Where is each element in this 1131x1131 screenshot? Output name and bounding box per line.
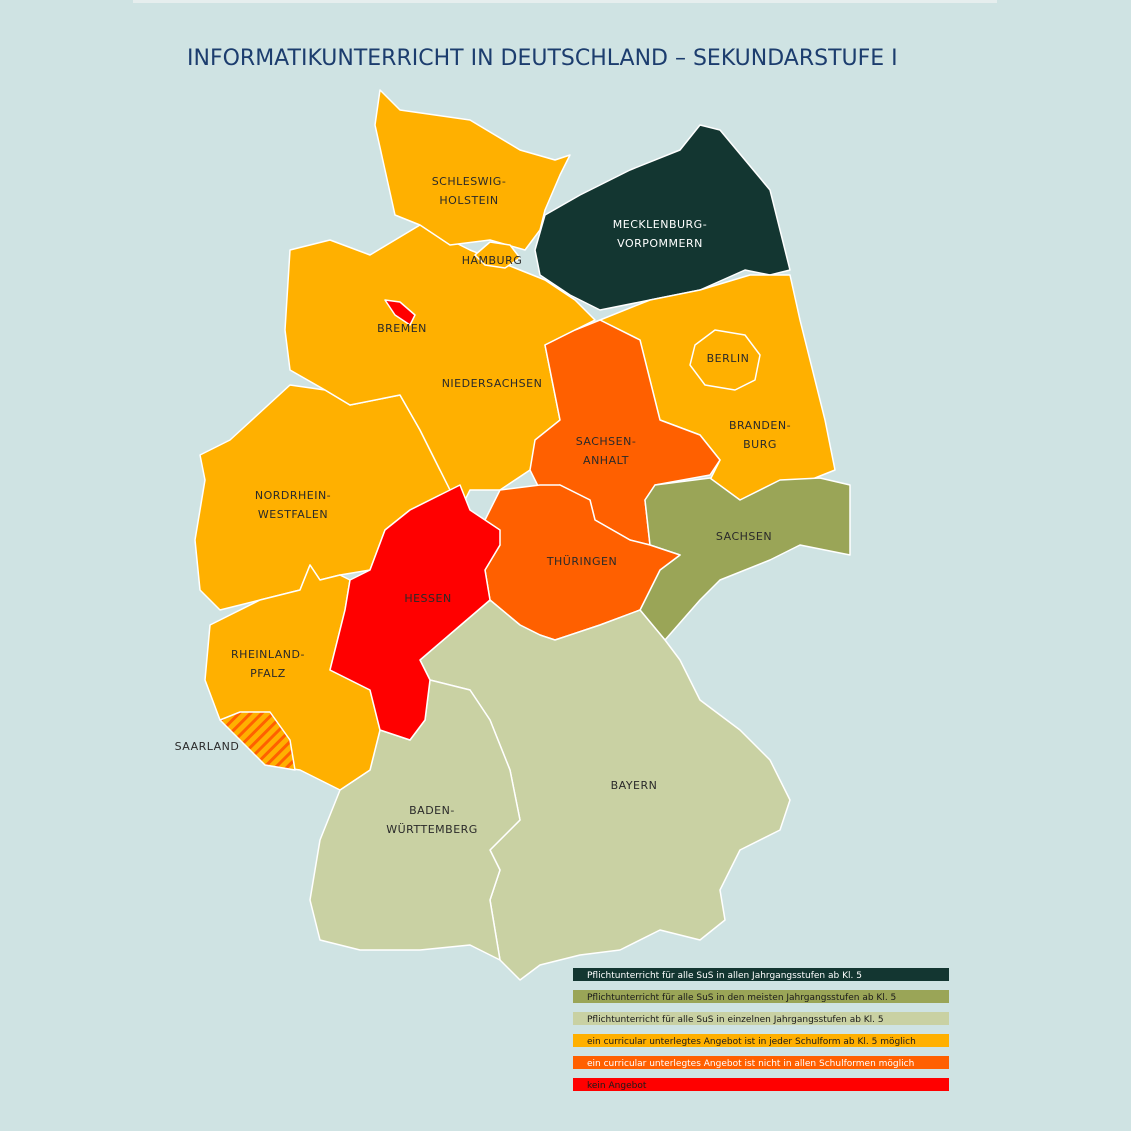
label-line: SACHSEN- bbox=[576, 435, 637, 448]
state-label: HAMBURG bbox=[462, 254, 523, 267]
state-shape bbox=[384, 299, 416, 326]
state-shape bbox=[374, 89, 571, 251]
legend-swatch bbox=[573, 1056, 949, 1069]
legend: Pflichtunterricht für alle SuS in allen … bbox=[573, 968, 949, 1091]
label-line: MECKLENBURG- bbox=[613, 218, 707, 231]
label-line: BERLIN bbox=[707, 352, 750, 365]
legend-label: Pflichtunterricht für alle SuS in einzel… bbox=[587, 1015, 884, 1025]
legend-swatch bbox=[573, 1034, 949, 1047]
state-shape bbox=[329, 484, 501, 741]
state-label: SACHSEN bbox=[716, 530, 772, 543]
label-line: BADEN- bbox=[409, 804, 455, 817]
legend-swatch bbox=[573, 968, 949, 981]
state-label: THÜRINGEN bbox=[546, 555, 617, 568]
state-shape bbox=[474, 241, 521, 269]
label-line: HAMBURG bbox=[462, 254, 523, 267]
label-line: BAYERN bbox=[611, 779, 658, 792]
label-line: SACHSEN bbox=[716, 530, 772, 543]
state-labels: SCHLESWIG- HOLSTEIN MECKLENBURG- VORPOMMER… bbox=[175, 175, 791, 836]
state-shape bbox=[534, 124, 791, 311]
label-line: VORPOMMERN bbox=[617, 237, 703, 250]
legend-label: Pflichtunterricht für alle SuS in den me… bbox=[587, 993, 896, 1003]
label-line: HESSEN bbox=[404, 592, 451, 605]
legend-label: ein curricular unterlegtes Angebot ist i… bbox=[587, 1037, 916, 1047]
state-label: HESSEN bbox=[404, 592, 451, 605]
label-line: BREMEN bbox=[377, 322, 427, 335]
state-label: SAARLAND bbox=[175, 740, 240, 753]
legend-swatch bbox=[573, 1078, 949, 1091]
top-bar bbox=[133, 0, 997, 3]
state-label: NORDRHEIN- WESTFALEN bbox=[255, 489, 331, 521]
state-label: RHEINLAND- PFALZ bbox=[231, 648, 305, 680]
label-line: THÜRINGEN bbox=[546, 555, 617, 568]
label-line: SAARLAND bbox=[175, 740, 240, 753]
legend-swatch bbox=[573, 990, 949, 1003]
legend-label: ein curricular unterlegtes Angebot ist n… bbox=[587, 1059, 914, 1069]
state-label: BERLIN bbox=[707, 352, 750, 365]
state-shape bbox=[689, 329, 761, 391]
label-line: RHEINLAND- bbox=[231, 648, 305, 661]
label-line: WESTFALEN bbox=[258, 508, 328, 521]
state-label: BAYERN bbox=[611, 779, 658, 792]
legend-label: kein Angebot bbox=[587, 1081, 647, 1091]
state-label: MECKLENBURG- VORPOMMERN bbox=[613, 218, 707, 250]
label-line: NORDRHEIN- bbox=[255, 489, 331, 502]
label-line: NIEDERSACHSEN bbox=[442, 377, 543, 390]
state-label: BRANDEN- BURG bbox=[729, 419, 791, 451]
label-line: HOLSTEIN bbox=[439, 194, 498, 207]
state-label: BADEN- WÜRTTEMBERG bbox=[386, 804, 478, 836]
label-line: PFALZ bbox=[250, 667, 286, 680]
state-label: SACHSEN- ANHALT bbox=[576, 435, 637, 467]
legend-swatch bbox=[573, 1012, 949, 1025]
state-label: BREMEN bbox=[377, 322, 427, 335]
state-label: NIEDERSACHSEN bbox=[442, 377, 543, 390]
map-title: INFORMATIKUNTERRICHT IN DEUTSCHLAND – SE… bbox=[187, 46, 898, 71]
label-line: WÜRTTEMBERG bbox=[386, 823, 478, 836]
state-shape bbox=[219, 711, 296, 771]
label-line: BURG bbox=[743, 438, 777, 451]
legend-label: Pflichtunterricht für alle SuS in allen … bbox=[587, 971, 862, 981]
label-line: SCHLESWIG- bbox=[432, 175, 507, 188]
state-label: SCHLESWIG- HOLSTEIN bbox=[432, 175, 507, 207]
label-line: BRANDEN- bbox=[729, 419, 791, 432]
label-line: ANHALT bbox=[583, 454, 629, 467]
